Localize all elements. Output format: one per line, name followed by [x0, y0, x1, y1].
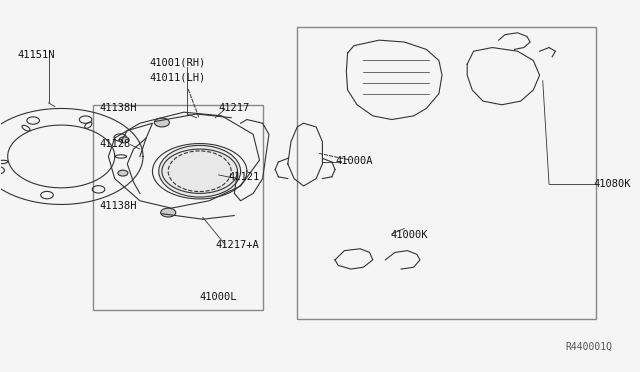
Text: 41138H: 41138H — [99, 201, 136, 211]
Ellipse shape — [159, 145, 241, 197]
Text: 41000L: 41000L — [200, 292, 237, 302]
Circle shape — [118, 170, 128, 176]
Text: 41151N: 41151N — [17, 50, 54, 60]
Text: 41000A: 41000A — [335, 156, 372, 166]
Text: 41001(RH): 41001(RH) — [149, 57, 205, 67]
Text: 41000K: 41000K — [390, 230, 428, 240]
Text: 41128: 41128 — [99, 138, 130, 148]
Text: 41080K: 41080K — [593, 179, 630, 189]
Circle shape — [154, 118, 170, 127]
Bar — [93, 105, 262, 310]
Text: 41217+A: 41217+A — [216, 240, 259, 250]
Text: R440001Q: R440001Q — [565, 342, 612, 352]
Text: 41217: 41217 — [219, 103, 250, 113]
Circle shape — [119, 137, 129, 143]
Text: 41121: 41121 — [228, 172, 259, 182]
Text: 41011(LH): 41011(LH) — [149, 72, 205, 82]
Bar — [297, 27, 596, 319]
Circle shape — [161, 208, 176, 217]
Text: 41138H: 41138H — [99, 103, 136, 113]
